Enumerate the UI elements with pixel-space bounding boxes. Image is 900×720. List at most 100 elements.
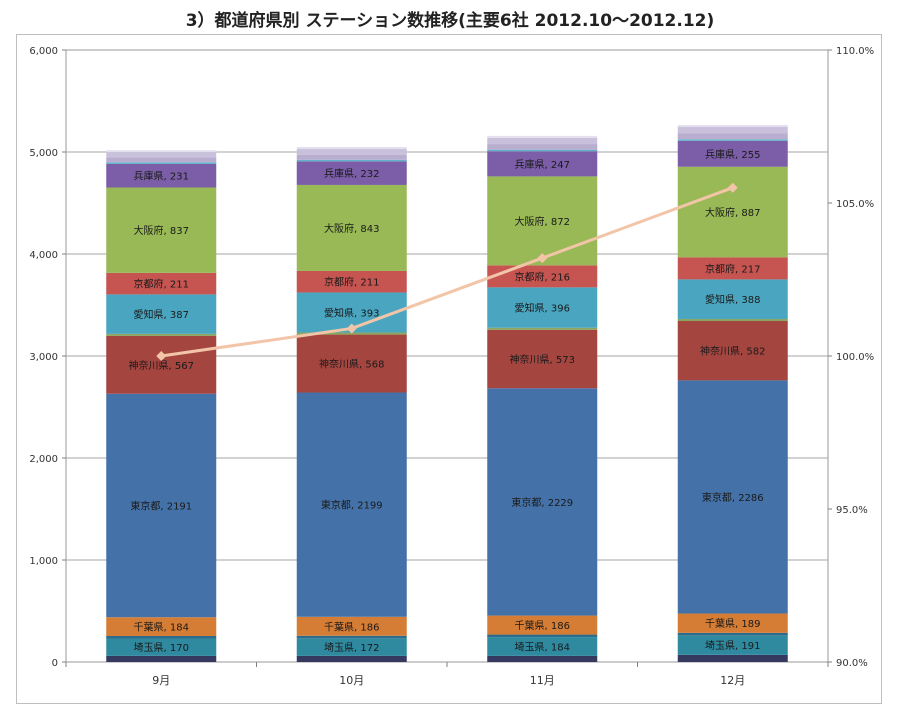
bar-segment [677,127,788,134]
bar-segment [677,279,788,319]
bar-segment [106,393,217,618]
y2-tick-label: 110.0% [836,46,874,57]
bar-segment [677,124,788,128]
bar-segment [677,166,788,258]
data-label: 京都府, 216 [515,270,570,283]
y-tick-label: 2,000 [29,454,58,465]
bar-segment [677,635,788,655]
data-label: 神奈川県, 573 [510,353,575,366]
bar-segment [677,257,788,280]
bar-segment [106,152,217,158]
bar-segment [677,632,788,636]
data-label: 東京都, 2286 [702,491,764,504]
bar-segment [487,327,598,330]
bar-segment [106,638,217,656]
bar-segment [487,176,598,266]
data-label: 兵庫県, 232 [324,167,379,180]
data-label: 東京都, 2199 [321,499,383,512]
chart-title: 3）都道府県別 ステーション数推移(主要6社 2012.10～2012.12) [185,11,715,31]
bar-segment [677,321,788,381]
y-tick-label: 5,000 [29,148,58,159]
bar-segment [296,635,407,639]
bar-segment [677,654,788,662]
data-label: 大阪府, 837 [134,224,189,237]
y2-tick-label: 105.0% [836,199,874,210]
y2-tick-label: 90.0% [836,658,868,669]
y2-tick-label: 100.0% [836,352,874,363]
bar-segment [487,265,598,288]
data-label: 東京都, 2191 [130,499,192,512]
data-label: 神奈川県, 567 [129,359,194,372]
data-label: 千葉県, 186 [515,619,570,632]
bar-segment [296,270,407,293]
bar-segment [296,638,407,656]
bar-segment [677,133,788,140]
bar-segment [296,655,407,662]
bar-segment [296,161,407,185]
data-label: 千葉県, 186 [324,620,379,633]
y-tick-label: 6,000 [29,46,58,57]
bar-segment [296,149,407,155]
data-label: 愛知県, 393 [324,306,379,319]
bar-segment [487,287,598,328]
data-label: 千葉県, 189 [705,617,760,630]
bar-segment [106,163,217,188]
trend-line-marker [727,182,738,193]
trend-line-marker [156,351,167,361]
data-label: 兵庫県, 247 [515,158,570,171]
bar-segment [106,162,217,164]
trend-line [161,186,734,358]
bar-segment [487,388,598,616]
bar-segment [677,139,788,141]
bar-segment [677,140,788,167]
bar-segment [677,613,788,633]
bar-segment [106,272,217,295]
bar-segment [106,655,217,662]
bar-segment [106,150,217,153]
bar-segment [677,380,788,614]
bar-segment [296,159,407,162]
bar-segment [487,135,598,138]
bar-segment [487,634,598,638]
x-tick-label: 11月 [530,674,555,687]
bar-segment [296,392,407,617]
data-label: 大阪府, 887 [705,206,760,219]
y-tick-label: 4,000 [29,250,58,261]
bar-segment [487,144,598,150]
data-label: 愛知県, 387 [134,308,189,321]
y-tick-label: 0 [52,658,58,669]
data-label: 東京都, 2229 [511,496,573,509]
data-label: 埼玉県, 172 [324,641,379,654]
trend-line-marker [346,323,357,334]
data-label: 埼玉県, 170 [134,641,189,654]
bar-segment [677,318,788,322]
bar-segment [296,184,407,271]
bar-segment [296,147,407,150]
bar-segment [487,151,598,177]
data-label: 兵庫県, 255 [705,148,760,161]
bar-segment [106,333,217,336]
data-label: 千葉県, 184 [134,621,189,634]
data-label: 神奈川県, 582 [700,345,765,358]
bar-segment [296,616,407,636]
bar-segment [106,617,217,636]
bar-segment [487,329,598,389]
x-tick-label: 10月 [339,674,364,687]
bar-segment [487,137,598,145]
data-label: 兵庫県, 231 [134,170,189,183]
data-label: 大阪府, 843 [324,222,379,235]
x-tick-label: 9月 [152,674,170,687]
bar-segment [106,157,217,163]
bar-segment [296,334,407,393]
chart-frame [16,34,882,704]
data-label: 愛知県, 388 [705,293,760,306]
data-label: 京都府, 217 [705,262,760,275]
trend-line-marker [537,253,548,264]
bar-segment [296,332,407,335]
bar-segment [487,655,598,662]
bar-segment [296,154,407,160]
bar-segment [106,187,217,273]
bar-segment [487,149,598,152]
data-label: 愛知県, 396 [515,302,570,315]
